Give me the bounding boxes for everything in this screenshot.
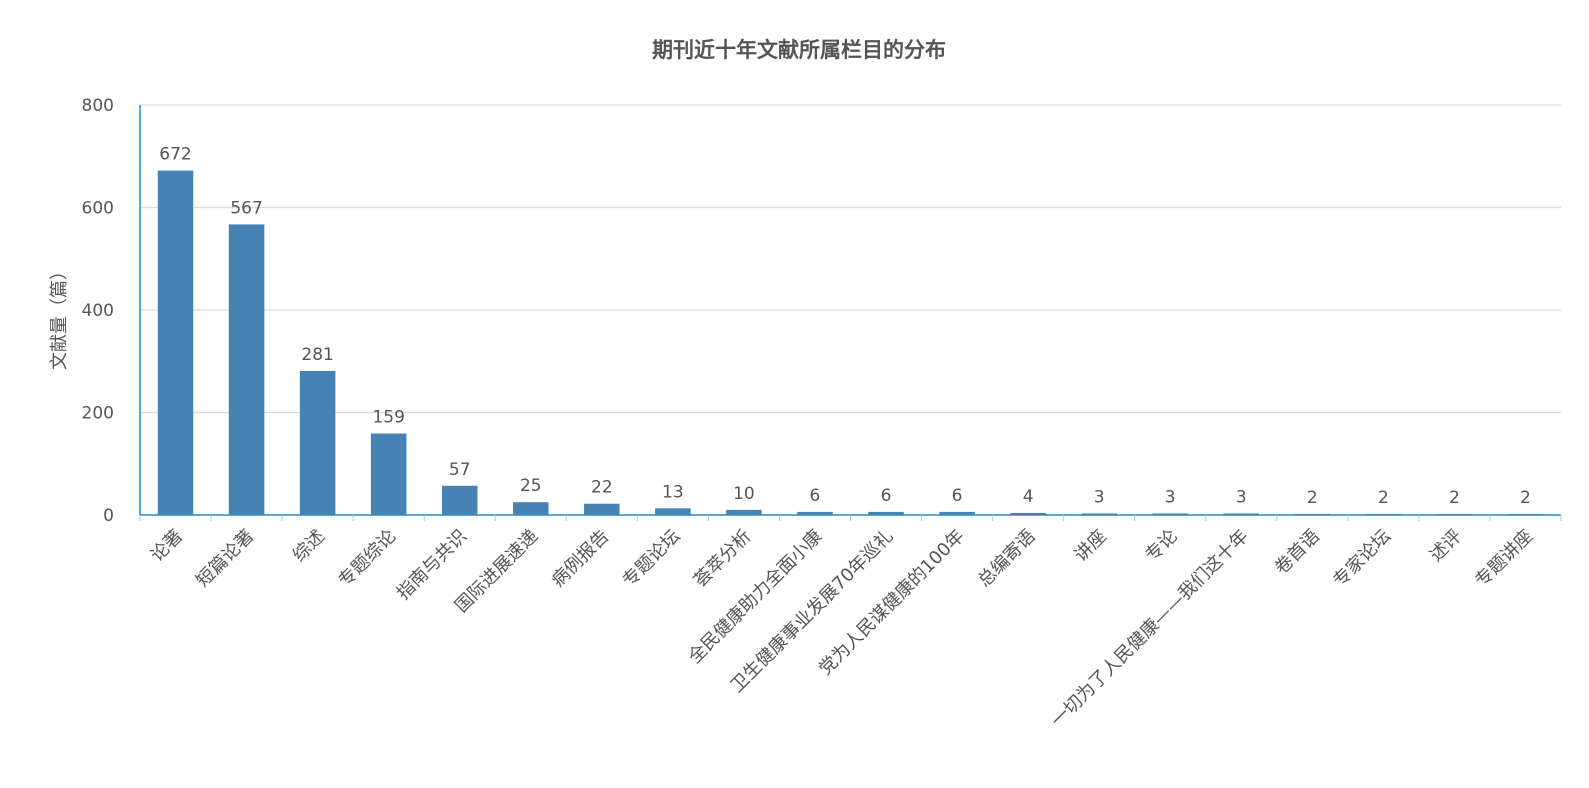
bar	[584, 503, 620, 515]
bar	[370, 433, 407, 515]
bar	[157, 170, 194, 515]
bar	[1010, 512, 1046, 515]
data-label: 567	[230, 198, 262, 218]
data-label: 2	[1378, 488, 1389, 508]
x-tick-label: 述评	[1426, 526, 1466, 566]
x-tick-label: 论著	[147, 526, 187, 566]
bar	[299, 370, 336, 515]
bar	[513, 502, 549, 515]
bar	[1081, 513, 1117, 515]
data-label: 6	[881, 486, 892, 506]
bar	[1365, 513, 1402, 515]
bar	[1436, 513, 1473, 515]
y-tick-label: 800	[82, 96, 114, 116]
x-tick-label: 总编寄语	[974, 526, 1040, 592]
x-tick-label: 专题论坛	[619, 526, 685, 592]
data-label: 281	[301, 345, 333, 365]
y-tick-label: 0	[103, 506, 114, 526]
data-label: 13	[662, 482, 684, 502]
bar	[726, 509, 762, 515]
bar	[228, 224, 265, 515]
data-label: 6	[810, 486, 821, 506]
bar	[1223, 513, 1260, 515]
bar	[1152, 513, 1188, 515]
x-tick-label: 卷首语	[1271, 526, 1324, 579]
data-label: 57	[449, 460, 471, 480]
x-tick-label: 专题综论	[334, 526, 400, 592]
data-label: 6	[952, 486, 963, 506]
bar	[441, 485, 478, 515]
bar	[1294, 513, 1331, 515]
y-tick-label: 200	[82, 404, 114, 424]
x-tick-label: 党为人民谋健康的100年	[815, 526, 969, 680]
data-label: 10	[733, 484, 755, 504]
x-tick-label: 病例报告	[548, 526, 614, 592]
x-tick-label: 综述	[289, 526, 329, 566]
x-tick-label: 专家论坛	[1329, 526, 1395, 592]
y-tick-label: 400	[82, 301, 114, 321]
data-label: 25	[520, 476, 542, 496]
bar	[655, 508, 691, 515]
x-tick-label: 全民健康助力全面小康	[684, 526, 826, 668]
data-label: 159	[372, 408, 404, 428]
chart-title: 期刊近十年文献所属栏目的分布	[652, 38, 946, 62]
data-label: 4	[1023, 487, 1034, 507]
x-tick-label: 专论	[1141, 526, 1181, 566]
data-label: 3	[1236, 487, 1247, 507]
bar	[939, 511, 975, 515]
data-label: 3	[1165, 487, 1176, 507]
data-label: 2	[1449, 488, 1460, 508]
y-tick-label: 600	[82, 199, 114, 219]
bar	[868, 511, 904, 515]
x-tick-label: 专题讲座	[1471, 526, 1537, 592]
data-label: 22	[591, 478, 613, 498]
data-label: 672	[159, 145, 191, 165]
x-tick-label: 短篇论著	[192, 526, 258, 592]
bar	[797, 511, 833, 515]
data-label: 3	[1094, 487, 1105, 507]
bar	[1507, 513, 1544, 515]
data-label: 2	[1520, 488, 1531, 508]
data-label: 2	[1307, 488, 1318, 508]
x-tick-label: 讲座	[1070, 526, 1110, 566]
x-tick-label: 荟萃分析	[690, 526, 756, 592]
